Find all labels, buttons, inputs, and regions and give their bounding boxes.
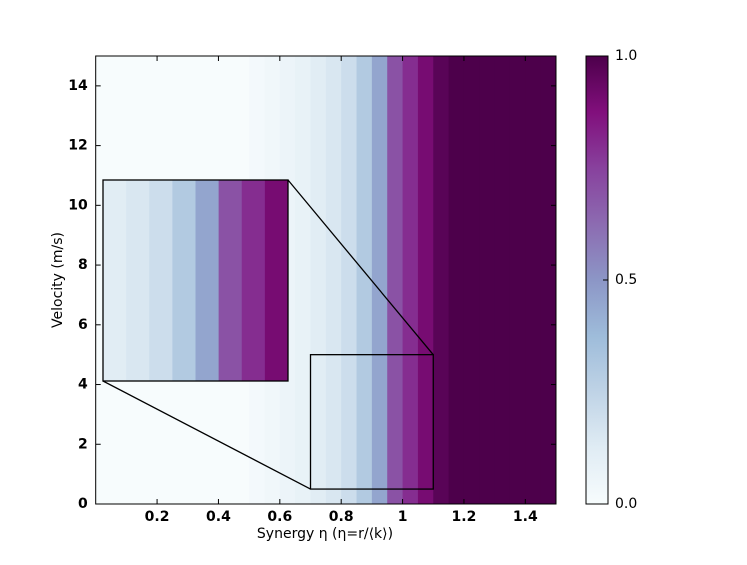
y-tick-label: 6 [78, 317, 88, 333]
heatmap-cell [325, 56, 342, 504]
y-tick-label: 2 [78, 436, 88, 452]
x-tick-label: 1 [398, 509, 408, 525]
x-tick-label: 0.8 [329, 509, 354, 525]
heatmap-cell [479, 56, 496, 504]
heatmap-cell [509, 56, 526, 504]
heatmap-cell [310, 56, 327, 504]
colorbar-tick-label: 0.0 [615, 496, 637, 512]
plot-frame [95, 55, 557, 505]
inset-cell [172, 180, 197, 381]
inset-cell [103, 180, 127, 381]
inset-heatmap [103, 180, 288, 381]
zoom-box [309, 354, 434, 490]
heatmap-cell [417, 56, 434, 504]
heatmap-cell [295, 56, 312, 504]
colorbar-tick-label: 1.0 [615, 48, 637, 64]
y-tick-label: 10 [68, 197, 88, 213]
y-axis-label: Velocity (m/s) [50, 232, 66, 328]
heatmap-cell [494, 56, 511, 504]
x-tick-label: 0.4 [206, 509, 231, 525]
x-axis-label: Synergy η (η=r/⟨k⟩) [257, 526, 393, 542]
heatmap-cell [525, 56, 542, 504]
colorbar-tick-label: 0.5 [615, 272, 637, 288]
heatmap-cell [341, 56, 358, 504]
heatmap-cell [356, 56, 373, 504]
inset-cell [264, 180, 288, 381]
inset-cell [241, 180, 266, 381]
heatmap-cell [463, 56, 480, 504]
heatmap-cell [402, 56, 419, 504]
heatmap-cell [540, 56, 556, 504]
y-tick-label: 12 [68, 138, 87, 154]
y-tick-label: 4 [78, 377, 88, 393]
heatmap-cell [371, 56, 388, 504]
x-tick-label: 0.6 [267, 509, 292, 525]
connector [287, 179, 434, 356]
inset-cell [126, 180, 150, 381]
inset-cell [195, 180, 220, 381]
heatmap-cell [448, 56, 465, 504]
y-tick-label: 8 [78, 257, 88, 273]
connector [102, 380, 311, 490]
x-tick-label: 0.2 [145, 509, 170, 525]
inset-frame [102, 179, 289, 382]
y-tick-label: 14 [68, 78, 88, 94]
y-tick-label: 0 [78, 496, 88, 512]
inset-cell [149, 180, 173, 381]
x-tick-label: 1.4 [513, 509, 538, 525]
x-tick-label: 1.2 [452, 509, 477, 525]
heatmap-cell [387, 56, 404, 504]
inset-cell [218, 180, 243, 381]
heatmap-cell [433, 56, 450, 504]
